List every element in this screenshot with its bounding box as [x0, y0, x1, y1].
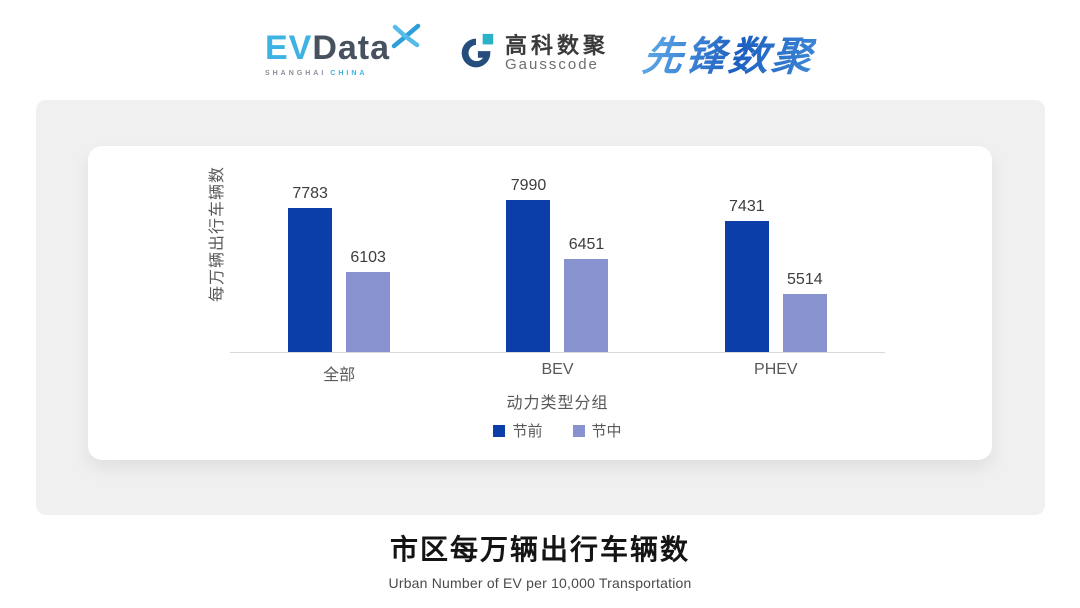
- chart-legend: 节前 节中: [230, 420, 885, 441]
- bar-wrap: 6451: [564, 236, 609, 352]
- x-tick-label: BEV: [541, 361, 574, 378]
- bar-segment: [564, 259, 609, 352]
- gausscode-logo: 高科数聚 Gausscode: [455, 32, 609, 74]
- chart-card: 每万辆出行车辆数 7783 6103 7990 6451 7431 5514 全部 BEV P…: [88, 146, 992, 460]
- gausscode-cn: 高科数聚: [505, 32, 610, 58]
- plot-area: 7783 6103 7990 6451 7431 5514: [230, 169, 885, 353]
- report-title: 市区每万辆出行车辆数: [389, 534, 690, 565]
- page-root: EV Data SHANGHAI CHINA 高科数聚 Gausscode 先锋数聚: [0, 0, 1080, 591]
- legend-swatch: [572, 424, 585, 437]
- report-subtitle: Urban Number of EV per 10,000 Transporta…: [388, 575, 692, 591]
- x-tick-row: 全部 BEV PHEV: [230, 361, 885, 385]
- x-tick-label: 全部: [323, 367, 356, 384]
- evdata-x-icon: [391, 23, 421, 49]
- evdata-ev-text: EV: [264, 29, 313, 67]
- x-axis-label: 动力类型分组: [506, 395, 609, 412]
- header-logos: EV Data SHANGHAI CHINA 高科数聚 Gausscode 先锋数聚: [0, 0, 1080, 100]
- evdata-wordmark: EV Data: [264, 23, 421, 68]
- legend-item[interactable]: 节中: [572, 420, 622, 441]
- bar-value-label: 7783: [292, 185, 328, 202]
- bar-wrap: 7783: [288, 185, 333, 352]
- y-axis-label: 每万辆出行车辆数: [209, 165, 226, 303]
- bar-wrap: 6103: [346, 249, 391, 352]
- x-tick-label: PHEV: [754, 361, 798, 378]
- legend-item[interactable]: 节前: [493, 420, 543, 441]
- gausscode-en: Gausscode: [505, 55, 599, 73]
- bar-wrap: 7431: [724, 198, 769, 352]
- bar-segment: [506, 200, 551, 352]
- evdata-data-text: Data: [312, 29, 391, 67]
- report-footer: 市区每万辆出行车辆数 Urban Number of EV per 10,000…: [0, 528, 1080, 591]
- bar-value-label: 6451: [568, 236, 605, 253]
- bar-group: 7783 6103: [230, 185, 448, 352]
- chart-panel: 每万辆出行车辆数 7783 6103 7990 6451 7431 5514 全部 BEV P…: [36, 100, 1045, 515]
- evdata-logo: EV Data SHANGHAI CHINA: [264, 23, 421, 77]
- bar-segment: [346, 272, 391, 352]
- bar-value-label: 6103: [350, 249, 386, 266]
- bar-wrap: 7990: [506, 177, 551, 352]
- bar-group: 7990 6451: [448, 177, 666, 352]
- evdata-subtext: SHANGHAI CHINA: [264, 70, 368, 77]
- bar-segment: [724, 221, 769, 352]
- bar-wrap: 5514: [782, 271, 827, 352]
- bar-segment: [782, 294, 827, 352]
- bar-segment: [288, 208, 333, 352]
- xianfeng-logo: 先锋数聚: [640, 24, 818, 82]
- bar-value-label: 7990: [510, 177, 547, 194]
- bar-value-label: 5514: [787, 271, 823, 288]
- bar-value-label: 7431: [729, 198, 765, 215]
- legend-label: 节中: [591, 423, 622, 440]
- gausscode-icon: [461, 33, 494, 68]
- legend-label: 节前: [512, 423, 543, 440]
- bar-group: 7431 5514: [667, 198, 885, 352]
- gausscode-text: 高科数聚 Gausscode: [505, 32, 610, 73]
- legend-swatch: [493, 424, 506, 437]
